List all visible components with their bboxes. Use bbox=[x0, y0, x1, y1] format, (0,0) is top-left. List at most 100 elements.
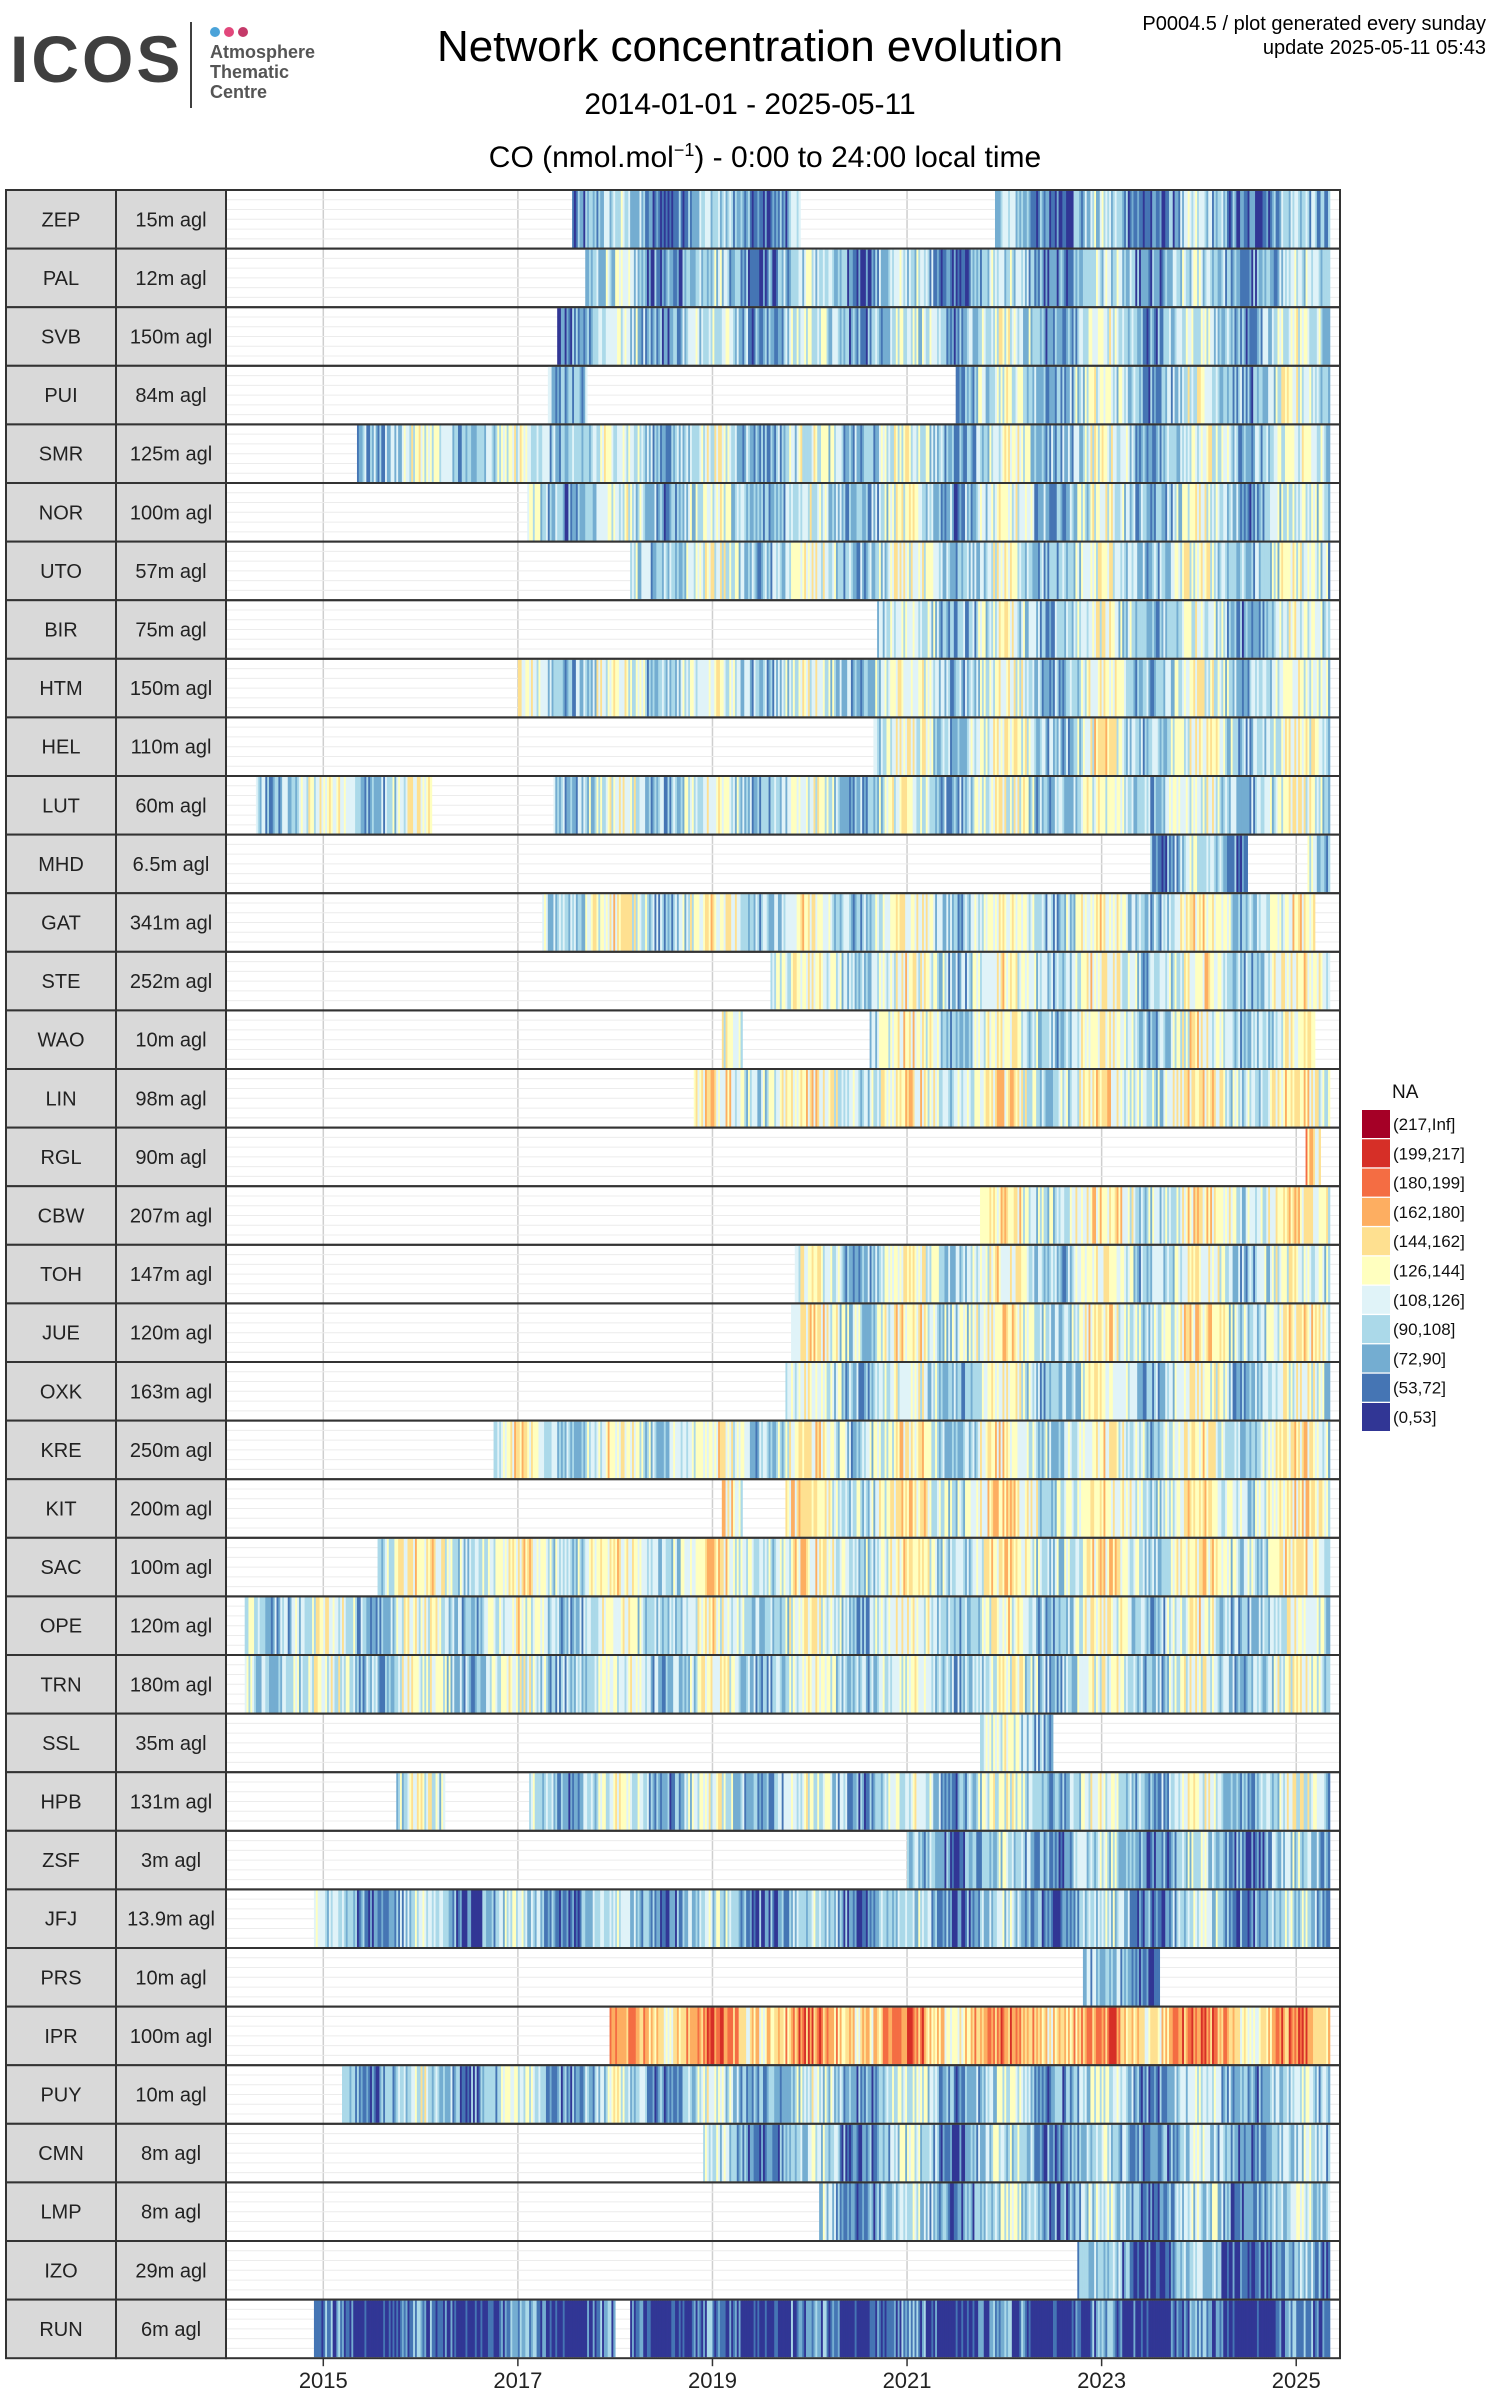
data-stripe bbox=[787, 191, 790, 248]
data-stripe bbox=[645, 484, 648, 541]
data-stripe bbox=[897, 425, 900, 482]
data-stripe bbox=[639, 308, 642, 365]
data-stripe bbox=[1303, 249, 1306, 307]
data-stripe bbox=[1088, 425, 1091, 482]
data-stripe bbox=[622, 484, 625, 541]
data-stripe bbox=[1236, 484, 1239, 541]
data-stripe bbox=[974, 308, 977, 365]
data-stripe bbox=[620, 191, 624, 248]
data-stripe bbox=[759, 484, 762, 541]
data-stripe bbox=[1103, 308, 1106, 365]
data-stripe bbox=[828, 484, 831, 541]
data-stripe bbox=[551, 425, 554, 482]
data-stripe bbox=[1167, 308, 1170, 365]
data-stripe bbox=[1219, 366, 1222, 424]
data-stripe bbox=[632, 191, 635, 248]
data-stripe bbox=[1030, 484, 1033, 541]
data-stripe bbox=[706, 484, 710, 541]
data-stripe bbox=[1255, 191, 1258, 248]
data-stripe bbox=[680, 308, 683, 365]
data-stripe bbox=[1140, 425, 1144, 482]
data-stripe bbox=[987, 484, 990, 541]
data-stripe bbox=[704, 191, 708, 248]
data-stripe bbox=[1099, 366, 1103, 424]
data-stripe bbox=[684, 191, 687, 248]
data-stripe bbox=[862, 308, 865, 365]
data-stripe bbox=[1082, 366, 1086, 424]
data-stripe bbox=[1024, 191, 1028, 248]
data-stripe bbox=[959, 366, 962, 424]
data-stripe bbox=[1049, 366, 1052, 424]
data-stripe bbox=[899, 484, 902, 541]
data-stripe bbox=[1052, 308, 1056, 365]
data-stripe bbox=[673, 484, 676, 541]
data-stripe bbox=[1249, 308, 1252, 365]
station-height: 6.5m agl bbox=[133, 854, 210, 876]
data-stripe bbox=[1026, 191, 1030, 248]
data-stripe bbox=[970, 249, 973, 307]
data-stripe bbox=[1176, 308, 1179, 365]
data-stripe bbox=[1109, 425, 1112, 482]
data-stripe bbox=[714, 484, 717, 541]
data-stripe bbox=[1260, 425, 1263, 482]
data-stripe bbox=[1008, 249, 1011, 307]
data-stripe bbox=[1097, 191, 1101, 248]
data-stripe bbox=[641, 425, 644, 482]
data-stripe bbox=[785, 308, 788, 365]
data-stripe bbox=[1092, 366, 1095, 424]
data-stripe bbox=[1183, 484, 1187, 541]
data-stripe bbox=[1133, 366, 1136, 424]
data-stripe bbox=[789, 484, 792, 541]
data-stripe bbox=[1251, 249, 1254, 307]
data-stripe bbox=[968, 484, 972, 541]
data-stripe bbox=[1148, 425, 1151, 482]
data-stripe bbox=[405, 425, 408, 482]
data-stripe bbox=[1217, 425, 1220, 482]
data-stripe bbox=[719, 191, 723, 248]
data-stripe bbox=[478, 425, 481, 482]
data-stripe bbox=[1307, 249, 1310, 307]
data-stripe bbox=[1002, 308, 1005, 365]
data-stripe bbox=[1182, 308, 1185, 365]
data-stripe bbox=[371, 425, 375, 482]
data-stripe bbox=[824, 249, 827, 307]
data-stripe bbox=[540, 425, 543, 482]
station-height: 150m agl bbox=[130, 327, 212, 349]
data-stripe bbox=[1064, 425, 1067, 482]
data-stripe bbox=[1090, 425, 1093, 482]
data-stripe bbox=[560, 366, 564, 424]
data-stripe bbox=[761, 191, 764, 248]
data-stripe bbox=[925, 484, 929, 541]
data-stripe bbox=[1283, 191, 1286, 248]
data-stripe bbox=[981, 484, 985, 541]
data-stripe bbox=[1268, 484, 1271, 541]
data-stripe bbox=[980, 484, 983, 541]
data-stripe bbox=[755, 191, 758, 248]
data-stripe bbox=[1204, 425, 1207, 482]
data-stripe bbox=[1090, 484, 1093, 541]
data-stripe bbox=[1230, 191, 1234, 248]
data-stripe bbox=[1071, 249, 1074, 307]
data-stripe bbox=[1101, 308, 1104, 365]
data-stripe bbox=[961, 249, 964, 307]
data-stripe bbox=[1260, 308, 1263, 365]
data-stripe bbox=[895, 484, 899, 541]
data-stripe bbox=[708, 425, 711, 482]
data-stripe bbox=[1303, 425, 1306, 482]
data-stripe bbox=[587, 308, 590, 365]
data-stripe bbox=[693, 191, 697, 248]
data-stripe bbox=[1309, 191, 1312, 248]
data-stripe bbox=[1165, 484, 1168, 541]
data-stripe bbox=[1086, 484, 1089, 541]
data-stripe bbox=[1122, 366, 1125, 424]
data-stripe bbox=[1092, 249, 1095, 307]
data-stripe bbox=[1024, 484, 1028, 541]
data-stripe bbox=[804, 249, 807, 307]
data-stripe bbox=[794, 249, 798, 307]
data-stripe bbox=[1066, 425, 1069, 482]
data-stripe bbox=[953, 308, 957, 365]
data-stripe bbox=[1024, 249, 1028, 307]
data-stripe bbox=[1030, 425, 1033, 482]
data-stripe bbox=[667, 249, 670, 307]
data-stripe bbox=[1155, 366, 1159, 424]
